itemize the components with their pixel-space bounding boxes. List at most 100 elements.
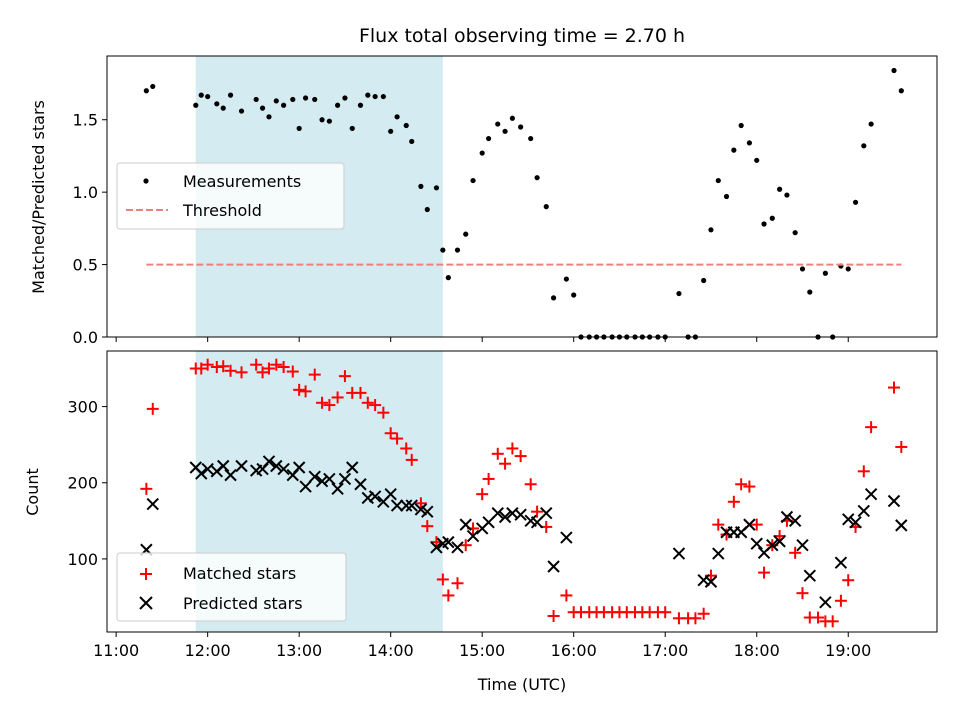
matched-point	[491, 447, 504, 460]
measurement-point	[784, 192, 790, 198]
matched-point	[299, 385, 312, 398]
predicted-point	[466, 529, 480, 543]
matched-point	[201, 358, 214, 371]
matched-point	[895, 440, 908, 453]
bottom-panel: 11:00 12:00 13:00 14:00 15:00 16:00 17:00 18:00…	[23, 350, 938, 694]
measurement-point	[238, 108, 245, 114]
predicted-point	[895, 519, 908, 532]
measurement-point	[807, 289, 813, 295]
matched-point	[659, 606, 672, 619]
predicted-point	[498, 510, 512, 524]
predicted-point	[354, 478, 367, 491]
predicted-point	[405, 499, 418, 512]
matched-point	[146, 402, 159, 415]
matched-point	[224, 364, 237, 377]
measurement-point	[273, 98, 279, 104]
measurement-point	[440, 247, 446, 253]
predicted-point	[750, 537, 763, 550]
predicted-point	[788, 514, 802, 528]
matched-point	[140, 482, 153, 495]
matched-point	[250, 358, 263, 371]
measurement-point	[799, 266, 806, 272]
predicted-point	[224, 468, 237, 482]
matched-point	[712, 518, 725, 531]
predicted-point	[857, 504, 870, 518]
predicted-point	[146, 497, 159, 511]
measurement-point	[349, 125, 355, 132]
measurement-point	[290, 96, 296, 103]
predicted-point	[803, 569, 817, 582]
measurement-point	[822, 270, 828, 276]
predicted-point	[195, 467, 208, 480]
predicted-point	[451, 541, 464, 554]
predicted-point	[292, 461, 306, 474]
measurement-point	[335, 102, 341, 108]
predicted-point	[887, 494, 901, 508]
measurement-point	[296, 125, 302, 132]
measurement-point	[424, 206, 430, 213]
measurement-point	[571, 292, 577, 298]
matched-point	[436, 573, 449, 586]
matched-point	[384, 427, 397, 440]
measurement-point	[543, 204, 549, 210]
bottom-y-tick-label: 300	[67, 398, 98, 417]
predicted-point	[672, 547, 686, 560]
predicted-point	[201, 462, 214, 476]
measurement-point	[761, 221, 767, 227]
predicted-point	[235, 459, 248, 473]
top-y-tick-label: 1.5	[73, 111, 98, 130]
measurement-point	[394, 114, 400, 120]
measurement-point	[845, 266, 851, 272]
predicted-point	[773, 535, 786, 548]
top-legend: Measurements Threshold	[116, 162, 345, 230]
measurement-point	[150, 83, 156, 90]
measurement-point	[891, 67, 897, 74]
bottom-x-axis-label: Time (UTC)	[477, 675, 566, 694]
measurement-point	[312, 96, 318, 103]
top-legend-box	[116, 162, 345, 230]
predicted-point	[217, 459, 230, 473]
measurement-point	[731, 147, 737, 153]
measurement-point	[502, 128, 508, 134]
predicted-point	[384, 487, 397, 501]
measurement-point	[205, 93, 211, 100]
bottom-y-tick-label: 100	[67, 550, 98, 569]
predicted-point	[491, 506, 504, 520]
measurement-point	[676, 290, 682, 297]
measurement-point	[302, 95, 309, 101]
measurement-point	[418, 183, 424, 189]
matched-point	[377, 406, 390, 419]
x-tick-label: 19:00	[825, 641, 871, 660]
matched-point	[547, 610, 560, 623]
measurement-point	[898, 88, 904, 94]
matched-point	[361, 396, 374, 409]
predicted-point	[400, 499, 413, 512]
predicted-point	[421, 505, 434, 518]
measurement-point	[253, 96, 259, 103]
matched-point	[316, 396, 329, 409]
measurement-point	[708, 227, 714, 233]
x-tick-label: 13:00	[276, 641, 322, 660]
measurement-point	[388, 128, 394, 134]
measurement-point	[433, 185, 440, 191]
measurement-point	[445, 275, 451, 281]
measurement-point	[861, 143, 867, 149]
measurement-point	[266, 114, 272, 120]
matched-point	[758, 566, 771, 579]
measurement-point	[143, 88, 149, 94]
measurement-point	[357, 102, 364, 108]
top-y-tick-label: 0.5	[73, 256, 98, 275]
matched-point	[391, 432, 404, 445]
matched-point	[689, 612, 702, 625]
bottom-ticks: 11:00 12:00 13:00 14:00 15:00 16:00 17:00 18:00…	[67, 398, 871, 660]
x-tick-label: 18:00	[734, 641, 780, 660]
measurement-point	[380, 93, 386, 100]
matched-point	[421, 520, 434, 533]
predicted-point	[834, 556, 848, 569]
matched-point	[405, 453, 418, 466]
matched-point	[323, 399, 336, 412]
measurement-point	[528, 135, 534, 142]
measurement-point	[769, 215, 775, 221]
measurement-point	[372, 93, 378, 100]
matched-point	[442, 589, 455, 602]
